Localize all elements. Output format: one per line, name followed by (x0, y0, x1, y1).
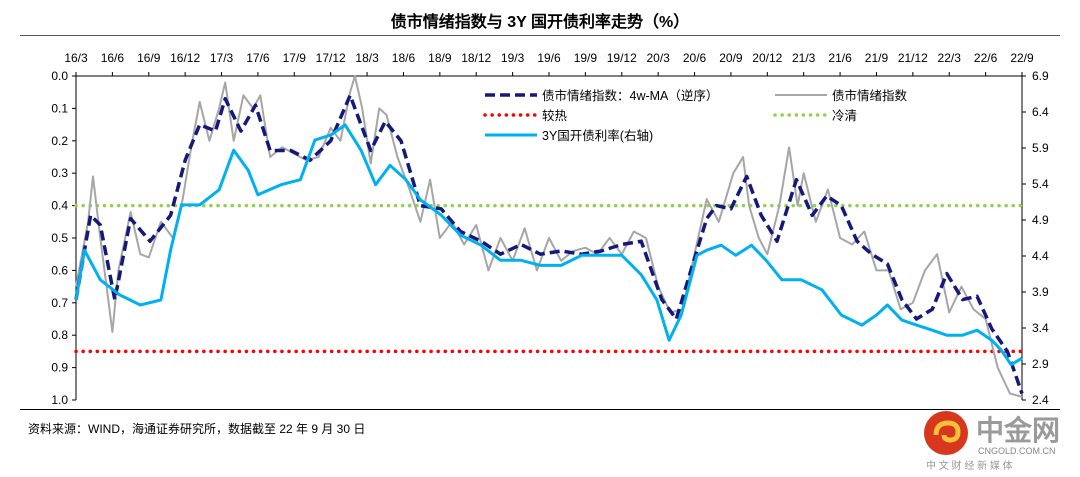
x-tick-label: 17/9 (283, 51, 307, 65)
x-tick-label: 22/9 (1010, 51, 1034, 65)
watermark-name: 中金网 (976, 414, 1060, 446)
series-3y-cdb-yield (74, 123, 1023, 367)
right-tick-label: 6.9 (1032, 69, 1049, 83)
x-tick-label: 21/12 (898, 51, 928, 65)
right-tick-label: 5.4 (1032, 177, 1049, 191)
x-tick-label: 17/3 (210, 51, 234, 65)
right-tick-label: 2.4 (1032, 393, 1049, 407)
series-sentiment-ma (74, 93, 1024, 395)
watermark-logo: 中金网 CNGOLD.COM.CN 中 文 财 经 新 媒 体 (918, 405, 1078, 475)
x-tick-label: 16/12 (170, 51, 200, 65)
watermark-domain: CNGOLD.COM.CN (978, 446, 1056, 456)
x-tick-label: 18/6 (392, 51, 416, 65)
x-tick-label: 18/9 (428, 51, 452, 65)
logo-icon (924, 411, 968, 455)
right-tick-label: 6.4 (1032, 105, 1049, 119)
left-tick-label: 0.6 (51, 263, 68, 277)
source-divider (20, 409, 1060, 410)
x-tick-label: 16/3 (64, 51, 88, 65)
x-tick-label: 18/3 (355, 51, 379, 65)
left-tick-label: 0.4 (51, 199, 68, 213)
x-tick-label: 20/12 (752, 51, 782, 65)
right-tick-label: 3.4 (1032, 321, 1049, 335)
left-tick-label: 0.0 (51, 69, 68, 83)
legend-label-4: 3Y国开债利率(右轴) (542, 128, 653, 143)
right-tick-label: 3.9 (1032, 285, 1049, 299)
left-tick-label: 0.1 (51, 101, 68, 115)
left-tick-label: 1.0 (51, 393, 68, 407)
x-tick-label: 20/9 (719, 51, 743, 65)
x-tick-label: 18/12 (461, 51, 491, 65)
right-tick-label: 2.9 (1032, 357, 1049, 371)
chart-plot: 0.0 0.1 0.2 0.3 0.4 0.5 0.6 0.7 0.8 0.9 1.0 6.9 6.4 5… (51, 51, 1049, 407)
left-tick-label: 0.2 (51, 134, 68, 148)
watermark-tagline: 中 文 财 经 新 媒 体 (926, 459, 1013, 472)
left-tick-label: 0.7 (51, 296, 68, 310)
legend-label-0: 债市情绪指数：4w-MA（逆序） (542, 88, 718, 103)
left-tick-label: 0.9 (51, 361, 68, 375)
x-tick-label: 19/3 (501, 51, 525, 65)
chart-title: 债市情绪指数与 3Y 国开债利率走势（%） (390, 14, 690, 31)
legend-label-2: 较热 (542, 108, 568, 123)
left-tick-label: 0.5 (51, 231, 68, 245)
left-tick-label: 0.8 (51, 328, 68, 342)
x-tick-label: 16/6 (101, 51, 125, 65)
legend-label-3: 冷清 (832, 109, 857, 123)
x-tick-label: 17/6 (246, 51, 270, 65)
right-tick-label: 5.9 (1032, 141, 1049, 155)
x-tick-label: 17/12 (316, 51, 346, 65)
left-tick-label: 0.3 (51, 166, 68, 180)
title-divider (20, 35, 1060, 36)
x-tick-label: 21/9 (865, 51, 889, 65)
right-tick-label: 4.9 (1032, 213, 1049, 227)
x-tick-label: 21/3 (792, 51, 816, 65)
x-tick-label: 20/3 (646, 51, 670, 65)
x-tick-label: 19/9 (574, 51, 598, 65)
right-tick-label: 4.4 (1032, 249, 1049, 263)
x-tick-label: 22/3 (938, 51, 962, 65)
legend-label-1: 债市情绪指数 (832, 88, 908, 103)
x-tick-label: 16/9 (137, 51, 161, 65)
x-tick-label: 21/6 (828, 51, 852, 65)
x-tick-label: 22/6 (974, 51, 998, 65)
x-tick-label: 20/6 (683, 51, 707, 65)
source-note: 资料来源：WIND，海通证券研究所，数据截至 22 年 9 月 30 日 (28, 422, 366, 436)
x-tick-label: 19/12 (607, 51, 637, 65)
x-tick-label: 19/6 (537, 51, 561, 65)
